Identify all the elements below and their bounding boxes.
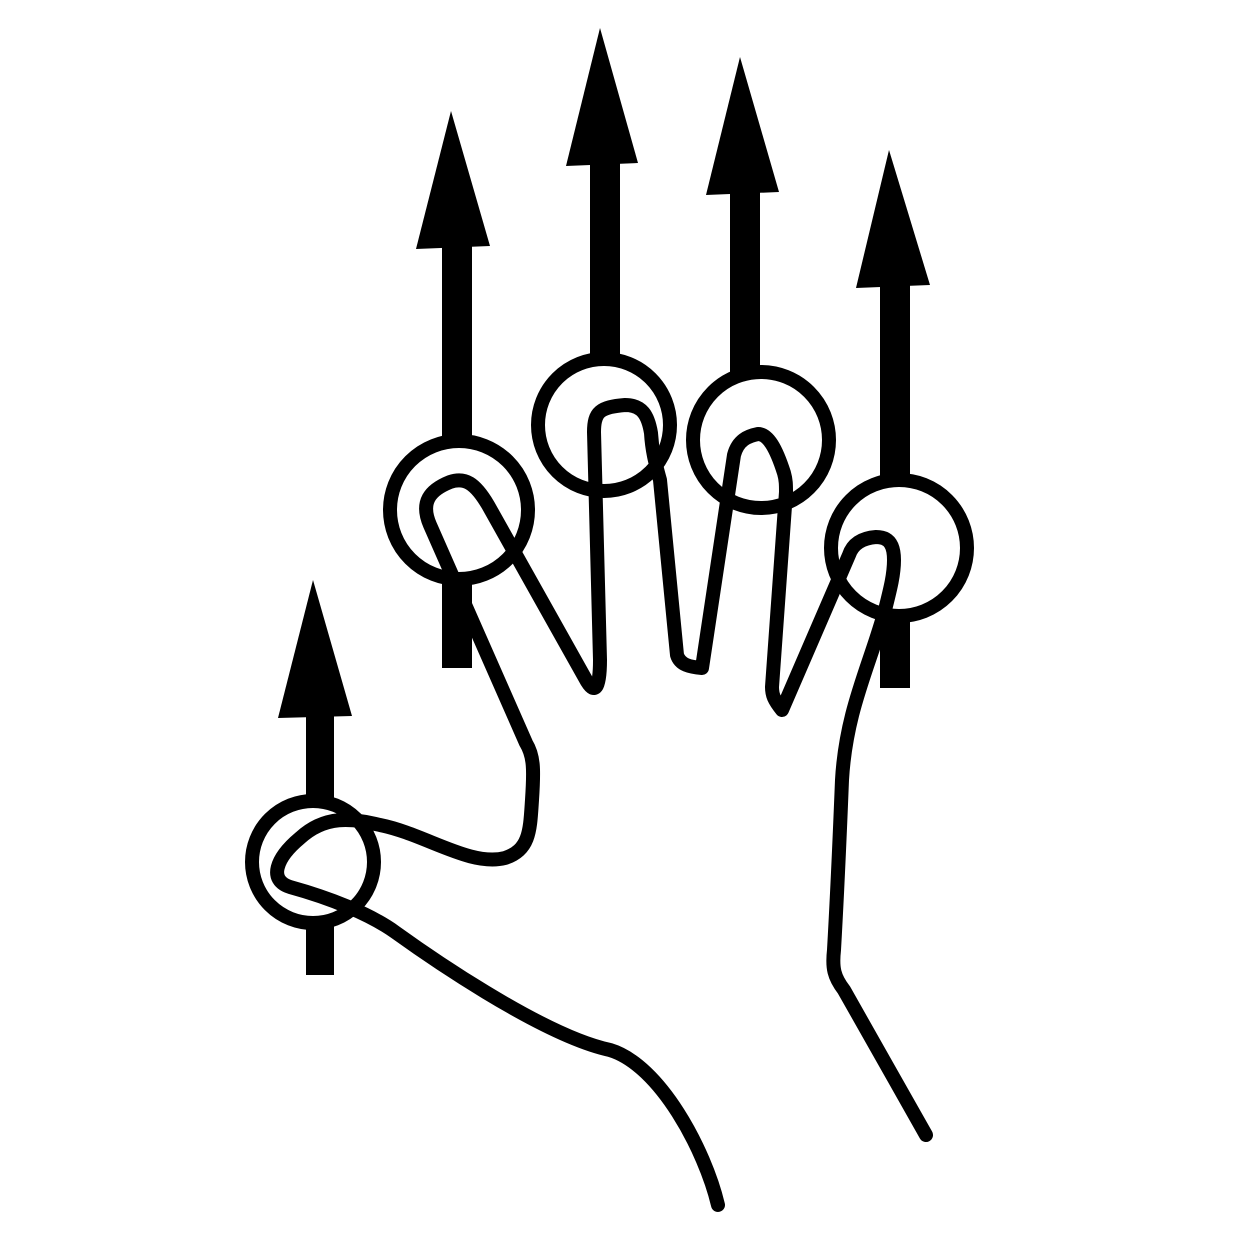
arrow-shaft bbox=[730, 190, 760, 375]
arrow-head bbox=[856, 150, 930, 288]
arrow-middle bbox=[566, 28, 638, 360]
touch-points bbox=[245, 352, 974, 930]
arrow-head bbox=[706, 57, 779, 195]
arrow-head bbox=[278, 580, 352, 718]
touch-circle-middle bbox=[531, 352, 677, 498]
arrow-shaft bbox=[590, 160, 620, 360]
hand-outline bbox=[270, 398, 933, 1212]
arrow-ring bbox=[706, 57, 779, 375]
touch-circle-thumb bbox=[245, 794, 381, 930]
arrow-head bbox=[566, 28, 638, 166]
touch-circle-index bbox=[383, 434, 535, 586]
arrow-head bbox=[416, 111, 490, 249]
